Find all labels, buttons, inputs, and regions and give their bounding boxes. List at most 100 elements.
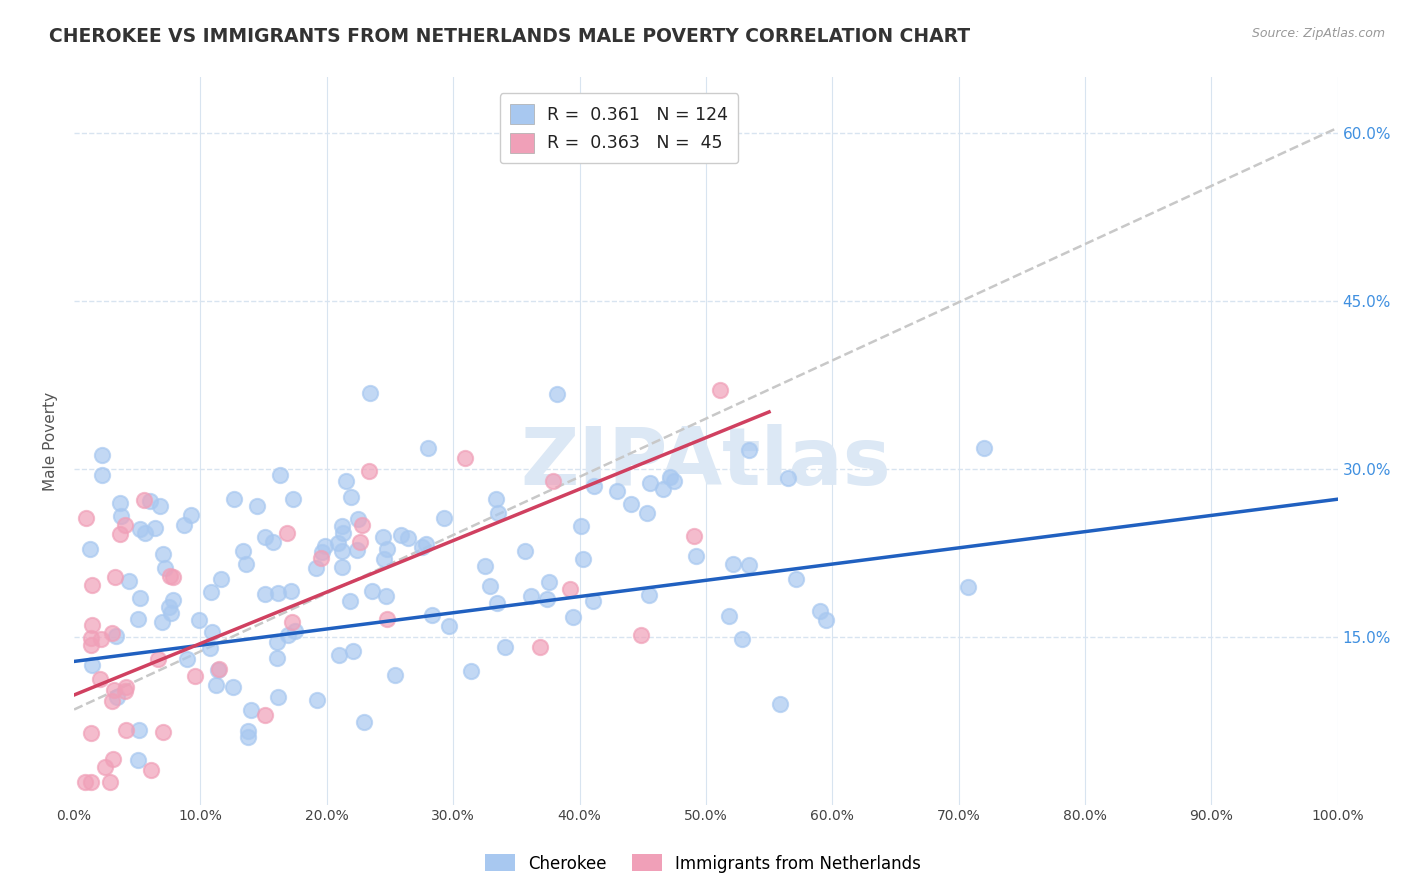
Point — [204, 678, 226, 692]
Point — [128, 523, 150, 537]
Point — [79, 541, 101, 556]
Point — [360, 583, 382, 598]
Point — [139, 493, 162, 508]
Point — [371, 529, 394, 543]
Point — [723, 558, 745, 572]
Point — [269, 467, 291, 482]
Point — [222, 492, 245, 507]
Point — [682, 529, 704, 543]
Point — [664, 474, 686, 488]
Point — [114, 517, 136, 532]
Point — [93, 760, 115, 774]
Point — [373, 551, 395, 566]
Point — [276, 526, 298, 541]
Point — [127, 753, 149, 767]
Point — [253, 529, 276, 543]
Point — [159, 569, 181, 583]
Point — [606, 483, 628, 498]
Text: ZIPAtlas: ZIPAtlas — [520, 424, 891, 502]
Point — [583, 478, 606, 492]
Point — [330, 543, 353, 558]
Point — [160, 606, 183, 620]
Point — [314, 539, 336, 553]
Point — [346, 512, 368, 526]
Point — [374, 589, 396, 603]
Point — [266, 634, 288, 648]
Point — [184, 669, 207, 683]
Point — [636, 506, 658, 520]
Point — [638, 476, 661, 491]
Point — [326, 535, 349, 549]
Point — [232, 544, 254, 558]
Point — [486, 506, 509, 520]
Point — [416, 442, 439, 456]
Point — [384, 667, 406, 681]
Point — [75, 511, 97, 525]
Point — [101, 626, 124, 640]
Point — [536, 591, 558, 606]
Point — [620, 497, 643, 511]
Point — [339, 490, 361, 504]
Legend: Cherokee, Immigrants from Netherlands: Cherokee, Immigrants from Netherlands — [478, 847, 928, 880]
Point — [571, 551, 593, 566]
Point — [79, 725, 101, 739]
Point — [162, 592, 184, 607]
Point — [209, 572, 232, 586]
Point — [152, 724, 174, 739]
Point — [486, 596, 509, 610]
Point — [201, 624, 224, 639]
Point — [494, 640, 516, 655]
Point — [709, 383, 731, 397]
Point — [222, 680, 245, 694]
Point — [110, 496, 132, 510]
Text: Source: ZipAtlas.com: Source: ZipAtlas.com — [1251, 27, 1385, 40]
Point — [738, 558, 761, 572]
Point — [128, 723, 150, 737]
Point — [330, 519, 353, 533]
Point — [153, 561, 176, 575]
Point — [353, 715, 375, 730]
Point — [208, 662, 231, 676]
Point — [176, 652, 198, 666]
Point — [281, 615, 304, 629]
Point — [103, 752, 125, 766]
Point — [420, 607, 443, 622]
Text: CHEROKEE VS IMMIGRANTS FROM NETHERLANDS MALE POVERTY CORRELATION CHART: CHEROKEE VS IMMIGRANTS FROM NETHERLANDS … — [49, 27, 970, 45]
Point — [433, 511, 456, 525]
Point — [127, 612, 149, 626]
Point — [267, 585, 290, 599]
Point — [173, 517, 195, 532]
Point — [110, 508, 132, 523]
Point — [100, 775, 122, 789]
Point — [311, 544, 333, 558]
Point — [814, 613, 837, 627]
Point — [105, 690, 128, 704]
Point — [309, 551, 332, 566]
Point — [239, 703, 262, 717]
Point — [236, 724, 259, 739]
Point — [284, 624, 307, 639]
Point — [685, 549, 707, 563]
Point — [357, 464, 380, 478]
Point — [561, 610, 583, 624]
Point — [330, 559, 353, 574]
Point — [973, 441, 995, 455]
Point — [280, 584, 302, 599]
Point — [104, 629, 127, 643]
Point — [91, 467, 114, 482]
Point — [118, 574, 141, 588]
Point — [129, 591, 152, 606]
Point — [200, 640, 222, 655]
Point — [342, 644, 364, 658]
Point — [328, 648, 350, 663]
Point — [80, 639, 103, 653]
Point — [104, 570, 127, 584]
Point — [132, 492, 155, 507]
Point — [253, 586, 276, 600]
Point — [346, 542, 368, 557]
Point — [143, 521, 166, 535]
Point — [769, 697, 792, 711]
Point — [515, 544, 537, 558]
Point — [396, 531, 419, 545]
Point — [520, 590, 543, 604]
